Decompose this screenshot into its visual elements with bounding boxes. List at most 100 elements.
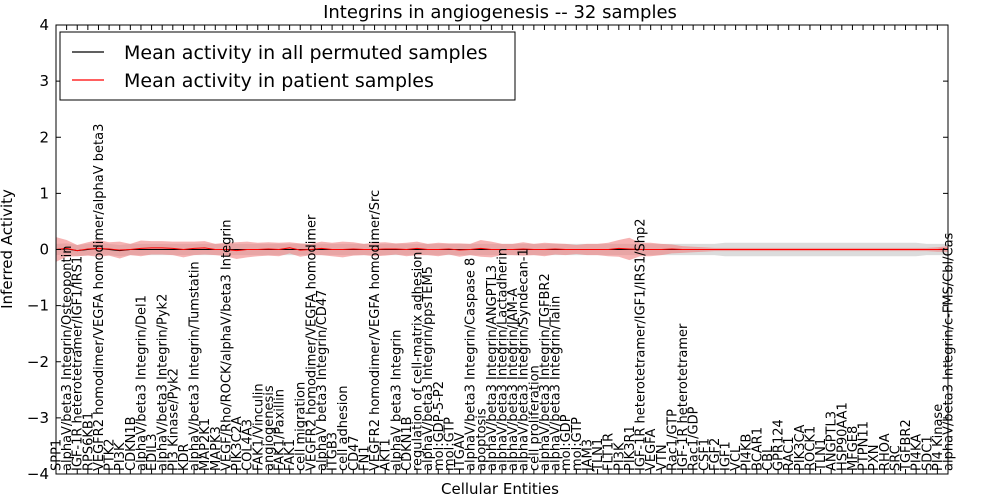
x-tick-label: VCL: [729, 445, 744, 471]
x-tick-label: alphaV/beta3 Integrin/Talin: [549, 296, 564, 471]
x-tick-label: PXN: [867, 445, 882, 471]
x-tick-label: alphaV/beta3 Integrin/ANGPTL3: [485, 265, 500, 471]
plot-frame: [55, 24, 949, 475]
y-tick-label: 1: [39, 184, 49, 202]
x-tick-label: apoptosis: [474, 408, 489, 471]
x-tick-label: VEGFR2 homodimer/VEGFA homodimer/Src: [368, 190, 383, 471]
x-tick-label: IGF-1R heterotetramer: [676, 323, 691, 471]
x-tick-label: mol:GDP: [559, 414, 574, 471]
x-tick-label: mol:GTP: [442, 417, 457, 471]
x-tick-label: angiogenesis: [262, 385, 277, 471]
x-tick-label: GPR124: [772, 419, 787, 471]
x-tick-label: SPP1: [50, 439, 65, 471]
x-tick-label: VEGFR2 homodimer/VEGFA homodimer: [304, 214, 319, 471]
x-tick-label: AKT1: [379, 438, 394, 471]
x-tick-label: PTK2: [103, 438, 118, 471]
chart-title: Integrins in angiogenesis -- 32 samples: [323, 2, 677, 23]
x-tick-label: cell proliferation: [527, 365, 542, 471]
x-tick-label: CBL: [761, 445, 776, 471]
x-tick-label: VTN: [655, 444, 670, 471]
x-tick-label: ROCK1: [803, 426, 818, 471]
x-axis-label: Cellular Entities: [441, 480, 559, 498]
legend-label-permuted: Mean activity in all permuted samples: [124, 42, 487, 64]
x-tick-label: alphaV beta3 Integrin: [389, 330, 404, 471]
legend-label-patient: Mean activity in patient samples: [124, 70, 434, 92]
x-tick-label: VEGF/Rho/ROCK/alphaV/beta3 Integrin: [219, 219, 234, 471]
x-tick-label: RPS6KB1: [81, 412, 96, 471]
y-tick-label: −3: [27, 409, 49, 427]
x-tick-label: alphaV/beta3 Integrin/ppsTEM5: [421, 266, 436, 471]
x-tick-label: PTPN11: [857, 421, 872, 471]
x-tick-label: TGFBR2: [899, 419, 914, 472]
y-tick-label: −2: [27, 353, 49, 371]
x-tick-label: ANGPTL3: [825, 411, 840, 471]
x-tick-label: ITGB3: [326, 432, 341, 471]
x-tick-label: FGF2: [708, 438, 723, 471]
x-tick-label: alphaV/beta3 Integrin/Caspase 8: [464, 258, 479, 471]
x-tick-label: PI3K: [113, 442, 128, 471]
x-tick-label: CD47: [347, 435, 362, 471]
x-tick-label: PI4 Kinase: [931, 404, 946, 471]
x-tick-label: COL4A3: [241, 419, 256, 471]
x-tick-label: mol:GTP: [570, 417, 585, 471]
x-tick-label: PIK3R1: [623, 425, 638, 471]
x-tick-label: PIK3C2A: [230, 416, 245, 471]
x-tick-label: alphaV/beta3 Integrin/Lactadherin: [496, 248, 511, 471]
x-tick-label: MAP2K1: [198, 418, 213, 471]
x-tick-label: RAC1: [782, 436, 797, 471]
x-tick-label: PI3K: [612, 442, 627, 471]
x-tick-label: FN1: [357, 446, 372, 471]
y-tick-label: 0: [39, 241, 49, 259]
x-tick-label: IGF-1R heterotetramer/IGF1/IRS1/Shp2: [634, 218, 649, 471]
x-tick-label: BCAR1: [750, 427, 765, 471]
x-tick-label: regulation of cell-matrix adhesion: [411, 252, 426, 471]
x-tick-label: PI3 Kinase/Pyk2: [166, 368, 181, 471]
legend-box: [59, 31, 516, 101]
x-tick-label: VEGFA: [644, 429, 659, 471]
x-tick-label: IGF1: [719, 441, 734, 471]
y-tick-label: −4: [27, 465, 49, 483]
y-tick-label: 4: [39, 16, 49, 34]
x-tick-label: EDIL3: [145, 433, 160, 471]
x-tick-label: IGF-1R heterotetramer/IGF1/IRS1: [71, 256, 86, 471]
y-tick-label: 3: [39, 72, 49, 90]
y-axis-label: Inferred Activity: [0, 189, 16, 309]
x-tick-label: alphaV/beta3 Integrin/Del1: [134, 295, 149, 471]
x-tick-label: ITGAV: [453, 432, 468, 471]
x-tick-label: cell adhesion: [336, 385, 351, 471]
x-tick-label: MAPK3: [209, 426, 224, 471]
x-tick-label: RHOA: [878, 433, 893, 471]
x-tick-label: mol:GDP-5-P2: [432, 381, 447, 471]
x-tick-label: SRC: [888, 445, 903, 471]
x-tick-label: alphaV/beta3 Integrin/c-FMS/Cbl/Cas: [942, 232, 957, 471]
x-tick-label: KDR: [177, 443, 192, 471]
x-tick-label: alphaV/beta3 Integrin/Pyk2: [156, 294, 171, 471]
x-tick-label: alphaV/beta3 Integrin/Syndecan-1: [517, 248, 532, 471]
x-tick-label: VEGFR2 homodimer/VEGFA homodimer/alphaV …: [92, 124, 107, 471]
x-tick-label: CDKN1B: [124, 416, 139, 471]
x-tick-label: MFGE8: [846, 426, 861, 471]
x-tick-label: CSF1: [697, 438, 712, 471]
x-tick-label: Rac1/GTP: [665, 409, 680, 471]
y-axis: −4 −3 −2 −1 0 1 2 3 4: [27, 16, 948, 483]
x-tick-label: FAK1/Vinculin: [251, 383, 266, 471]
x-tick-label: PIK3CA: [793, 424, 808, 471]
x-tick-label: Rac1/GDP: [687, 406, 702, 471]
x-tick-label: alphaV/beta3 Integrin/TGFBR2: [538, 273, 553, 471]
x-tick-label: FAK1/Paxillin: [273, 389, 288, 471]
x-tick-label: TLN1: [814, 438, 829, 472]
x-tick-label: FAK1: [283, 439, 298, 471]
x-tick-label: alphaV beta3 Integrin/CD47: [315, 290, 330, 471]
x-tick-label: JAM3: [580, 439, 595, 472]
x-tick-label: HSP90AA1: [835, 402, 850, 471]
series-line-1: [55, 247, 949, 252]
plot-area: [55, 237, 949, 262]
x-tick-label: alphaV/beta3 Integrin/Osteopontin: [60, 246, 75, 471]
y-tick-label: −1: [27, 297, 49, 315]
x-tick-label: cell migration: [294, 382, 309, 471]
y-tick-label: 2: [39, 128, 49, 146]
x-tick-label: FLT1R: [602, 433, 617, 471]
